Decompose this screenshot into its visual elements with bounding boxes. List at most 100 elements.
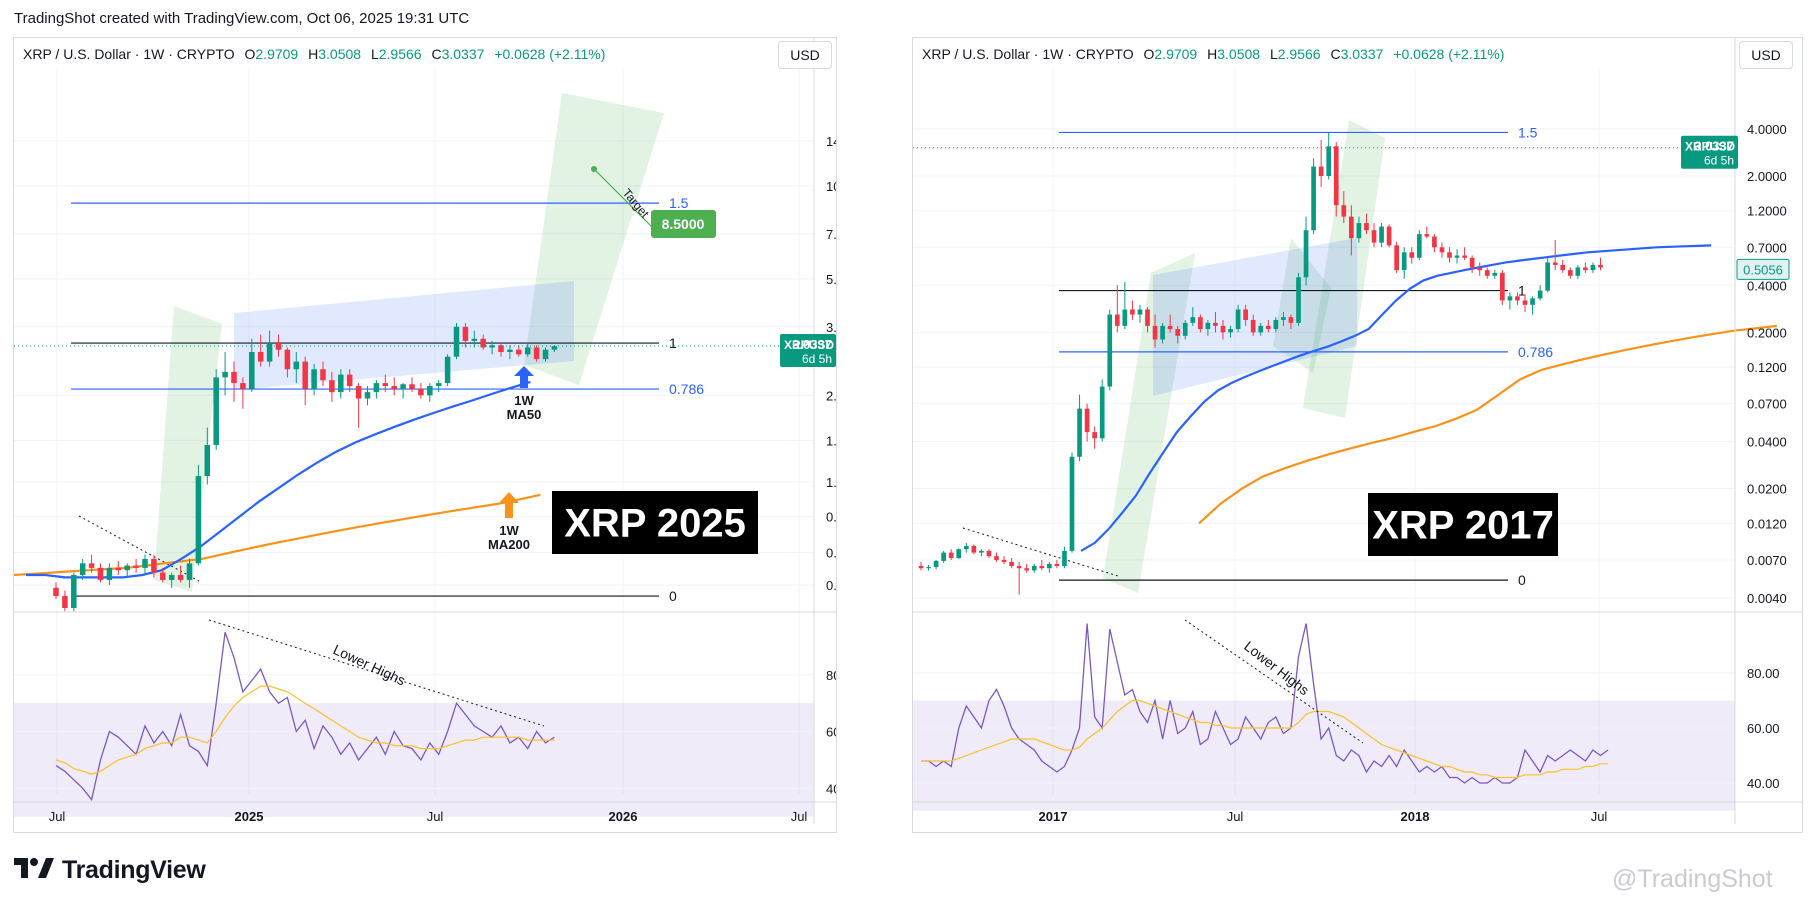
fib-level-label: 0.786 (1518, 344, 1553, 360)
ma200-arrow-icon (499, 492, 519, 518)
candle-body (213, 377, 219, 445)
candle-body (1190, 317, 1196, 323)
candle-body (507, 349, 513, 352)
price-axis-label: 14.0000 (826, 134, 836, 149)
candle-body (453, 326, 460, 357)
open-value: 2.9709 (1154, 46, 1198, 62)
open-label: O (1143, 46, 1155, 62)
currency-button[interactable]: USD (778, 41, 832, 69)
chart-panel-xrp-2025[interactable]: 1.5 1 0.786 0 Lower Highs 14.0000 10.0000 7.000… (13, 37, 837, 833)
candle-body (489, 345, 495, 348)
candle-body (1122, 309, 1128, 326)
candle-body (1530, 298, 1535, 305)
title-box-text: XRP 2017 (1372, 504, 1554, 548)
price-axis-label: 2.0000 (1747, 169, 1787, 184)
candle-body (542, 349, 549, 360)
candle-body (115, 567, 122, 571)
candle-body (231, 371, 237, 384)
candle-body (524, 347, 531, 355)
price-axis-label: 1.5000 (826, 433, 836, 448)
candle-body (1281, 317, 1286, 320)
ma200-label-2: MA200 (488, 537, 530, 552)
candle-body (498, 345, 504, 352)
candle-body (1031, 566, 1037, 571)
candle-body (142, 558, 148, 568)
candle-body (1379, 226, 1384, 243)
low-label: L (1269, 46, 1278, 62)
candle-body (1598, 264, 1603, 268)
chart-panel-xrp-2017[interactable]: 1.5 1 0.786 0 Lower Highs 4.0000 2.0000 1.2000 0… (912, 37, 1803, 833)
ma200-line (1198, 324, 1777, 525)
title-box-text: XRP 2025 (564, 502, 746, 546)
candle-body (391, 386, 397, 390)
candle-body (106, 567, 113, 580)
candle-body (1349, 216, 1354, 239)
currency-button[interactable]: USD (1739, 41, 1793, 69)
candle-body (1062, 550, 1067, 567)
symbol-label: XRP / U.S. Dollar · 1W · CRYPTO (23, 46, 235, 62)
change-value: +0.0628 (+2.11%) (494, 46, 606, 62)
candle-body (409, 384, 415, 390)
impulse-channel (1303, 120, 1385, 418)
candle-body (160, 572, 166, 580)
candle-body (444, 356, 451, 384)
candle-body (1160, 325, 1165, 340)
time-axis-label: 2026 (609, 809, 638, 824)
rsi-line (55, 631, 555, 802)
price-axis-label: 0.2000 (1747, 325, 1787, 340)
price-axis-label: 4.0000 (1747, 122, 1787, 137)
time-axis-label: 2025 (235, 809, 264, 824)
candle-body (124, 565, 130, 571)
candle-body (302, 361, 308, 390)
price-axis-label: 5.0000 (826, 272, 836, 287)
close-label: C (431, 46, 442, 62)
candle-body (551, 346, 558, 350)
candle-body (1001, 559, 1007, 562)
candle-body (1243, 309, 1248, 320)
price-axis-label: 10.0000 (826, 179, 836, 194)
title-box (552, 491, 758, 554)
candle-body (1462, 255, 1467, 258)
candle-body (1130, 309, 1135, 315)
candle-body (186, 563, 193, 580)
price-axis-label: 0.4000 (1747, 278, 1787, 293)
price-axis-label: 0.1200 (1747, 360, 1787, 375)
low-value: 2.9566 (1277, 46, 1321, 62)
candle-body (956, 549, 962, 559)
candle-body (151, 558, 157, 573)
high-label: H (1207, 46, 1218, 62)
price-tag-symbol: XRPUSD (1685, 140, 1735, 154)
candle-body (963, 545, 969, 550)
tradingview-logo[interactable]: TradingView (14, 855, 206, 885)
fib-level-label: 1.5 (669, 195, 689, 211)
candle-body (1432, 236, 1437, 248)
candle-body (1560, 264, 1566, 271)
rsi-ma-line (921, 699, 1608, 779)
candle-body (1092, 432, 1097, 439)
price-axis-label: 0.0200 (1747, 482, 1787, 497)
price-axis-label: 0.0120 (1747, 516, 1787, 531)
candle-body (1492, 272, 1498, 276)
high-label: H (308, 46, 319, 62)
candle-body (1394, 245, 1399, 271)
symbol-legend-left: XRP / U.S. Dollar · 1W · CRYPTO O2.9709 … (23, 46, 605, 62)
ma50-label-2: MA50 (507, 407, 542, 422)
candle-body (1484, 270, 1490, 276)
symbol-legend-right: XRP / U.S. Dollar · 1W · CRYPTO O2.9709 … (922, 46, 1504, 62)
candle-body (1205, 322, 1211, 330)
price-axis-label: 0.0400 (1747, 435, 1787, 450)
impulse-channel (154, 306, 222, 592)
chart-canvas-left[interactable]: 1.5 1 0.786 0 Lower Highs 14.0000 10.0000 7.000… (14, 38, 836, 832)
candle-body (329, 380, 335, 393)
candle-body (240, 383, 246, 390)
candle-body (1213, 322, 1218, 326)
candle-body (994, 556, 999, 560)
chart-canvas-right[interactable]: 1.5 1 0.786 0 Lower Highs 4.0000 2.0000 1.2000 0… (913, 38, 1802, 832)
rsi-lower-highs-trendline (1184, 619, 1364, 744)
candle-body (284, 349, 291, 370)
candle-body (168, 574, 175, 580)
candle-body (1152, 325, 1158, 340)
time-axis-label: Jul (1591, 809, 1608, 824)
candle-body (1469, 257, 1475, 268)
candle-body (364, 392, 371, 399)
